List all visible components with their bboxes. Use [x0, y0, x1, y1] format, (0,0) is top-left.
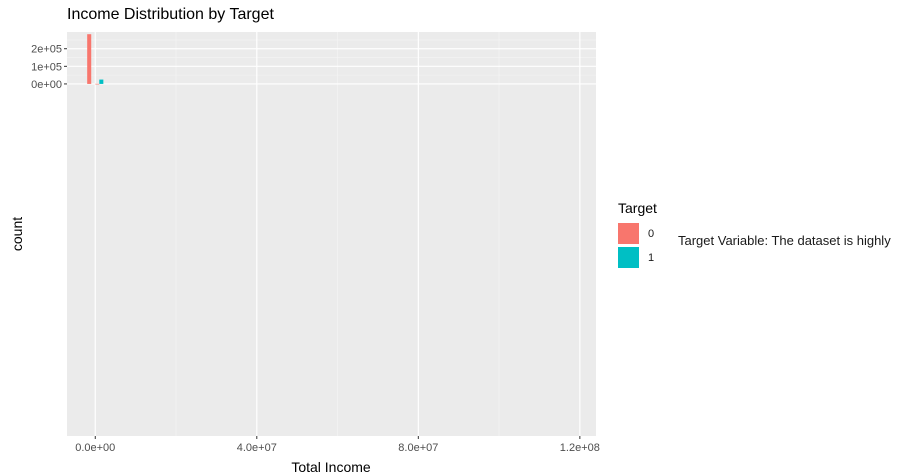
chart-title: Income Distribution by Target [67, 6, 274, 23]
y-tick-label: 0e+00 [31, 79, 62, 91]
x-tick-label: 1.2e+08 [560, 442, 600, 454]
legend-item-0: 0 [618, 223, 654, 244]
bars [87, 34, 104, 85]
x-tick-label: 4.0e+07 [237, 442, 277, 454]
legend-swatch-1 [618, 247, 639, 268]
x-tick-label: 0.0e+00 [75, 442, 115, 454]
legend-title: Target [618, 200, 657, 216]
bar-target-0 [87, 34, 92, 84]
bar-target-0 [95, 83, 100, 85]
bar-target-1 [99, 79, 104, 84]
x-tick-label: 8.0e+07 [398, 442, 438, 454]
y-tick-label: 1e+05 [31, 61, 62, 73]
x-axis-label: Total Income [291, 459, 371, 475]
grid-lines [67, 32, 596, 436]
legend-swatch-0 [618, 223, 639, 244]
y-tick-label: 2e+05 [31, 44, 62, 56]
plot-panel [67, 32, 596, 436]
legend-label-0: 0 [648, 227, 655, 240]
legend-label-1: 1 [648, 251, 655, 264]
annotation-text: Target Variable: The dataset is highly [678, 233, 891, 248]
y-axis: 0e+00 1e+05 2e+05 [31, 44, 67, 91]
x-axis: 0.0e+00 4.0e+07 8.0e+07 1.2e+08 [75, 436, 600, 454]
y-axis-label: count [9, 217, 25, 251]
legend-item-1: 1 [618, 247, 654, 268]
